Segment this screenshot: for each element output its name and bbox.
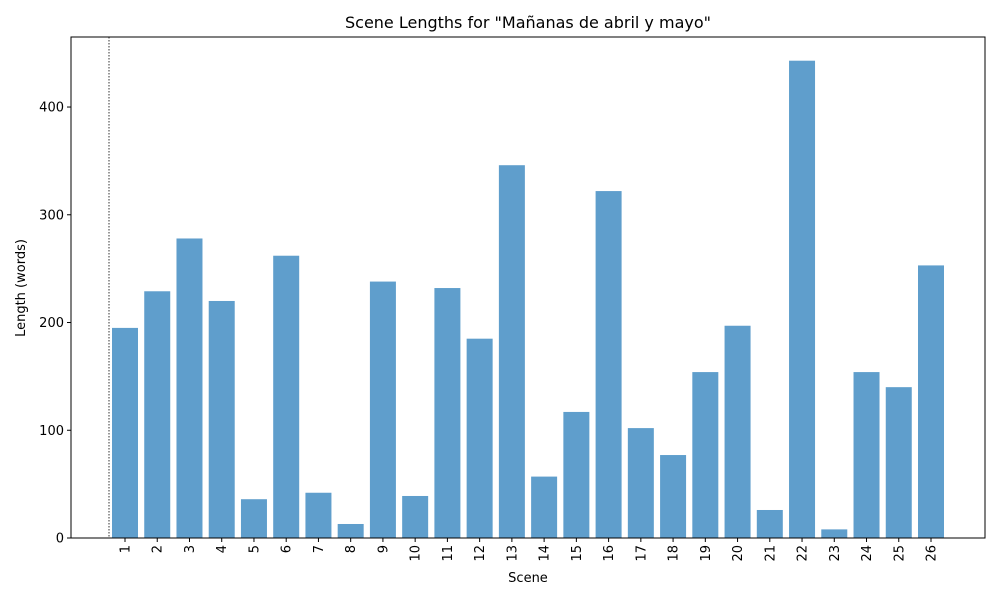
x-tick-label: 1 [119, 545, 134, 553]
x-tick-label: 6 [280, 545, 295, 553]
bar-scene-3 [176, 238, 203, 539]
y-tick-label: 200 [39, 316, 64, 331]
bar-scene-5 [240, 499, 267, 538]
bar-scene-8 [337, 523, 364, 538]
bar-scene-1 [112, 327, 138, 538]
bar-scene-4 [208, 300, 235, 538]
chart-title: Scene Lengths for "Mañanas de abril y ma… [345, 13, 711, 32]
x-tick-label: 17 [634, 545, 649, 562]
x-tick-label: 16 [602, 545, 617, 562]
bar-scene-6 [273, 255, 300, 538]
bar-scene-26 [918, 265, 944, 538]
x-tick-label: 19 [699, 545, 714, 562]
y-tick-label: 400 [39, 101, 64, 116]
x-tick-label: 18 [667, 545, 682, 562]
bar-scene-15 [563, 411, 590, 538]
x-tick-label: 3 [183, 545, 198, 553]
x-axis: 1 2 3 4 5 6 7 8 9 10 11 12 13 14 15 16 17 18 19 20 21 22 23 24 2… [119, 538, 940, 562]
bar-scene-20 [724, 325, 751, 538]
x-tick-label: 24 [860, 545, 875, 562]
y-axis-label: Length (words) [14, 239, 29, 337]
bar-scene-13 [498, 165, 525, 538]
bar-scene-11 [434, 288, 461, 538]
bar-scene-16 [595, 191, 622, 538]
y-tick-label: 100 [39, 424, 64, 439]
y-tick-label: 0 [56, 532, 64, 547]
bar-scene-10 [402, 495, 429, 538]
y-tick-label: 300 [39, 208, 64, 223]
bar-scene-23 [821, 529, 848, 538]
bar-scene-9 [369, 281, 396, 538]
x-tick-label: 14 [538, 545, 553, 562]
plot-area-frame [70, 36, 986, 539]
x-tick-label: 25 [892, 545, 907, 562]
bar-scene-24 [853, 372, 880, 538]
x-tick-label: 21 [763, 545, 778, 562]
bar-scene-14 [531, 476, 558, 538]
x-tick-label: 10 [409, 545, 424, 562]
x-tick-label: 9 [376, 545, 391, 553]
bar-scene-12 [466, 338, 493, 538]
bar-scene-17 [627, 428, 654, 538]
x-tick-label: 23 [828, 545, 843, 562]
bar-scene-21 [756, 509, 783, 538]
x-tick-label: 20 [731, 545, 746, 562]
x-tick-label: 8 [344, 545, 359, 553]
x-tick-label: 22 [796, 545, 811, 562]
bar-scene-7 [305, 492, 332, 538]
x-tick-label: 5 [247, 545, 262, 553]
bars-group [112, 60, 944, 539]
x-tick-label: 2 [151, 545, 166, 553]
bar-scene-25 [885, 387, 912, 538]
x-tick-label: 7 [312, 545, 327, 553]
x-tick-label: 12 [473, 545, 488, 562]
bar-scene-18 [660, 455, 687, 538]
x-tick-label: 26 [925, 545, 940, 562]
x-tick-label: 11 [441, 545, 456, 562]
x-axis-label: Scene [508, 571, 548, 586]
bar-scene-19 [692, 372, 719, 538]
x-tick-label: 4 [215, 545, 230, 553]
y-axis: 0 100 200 300 400 [39, 101, 71, 547]
bar-scene-2 [144, 291, 171, 538]
x-tick-label: 15 [570, 545, 585, 562]
x-tick-label: 13 [505, 545, 520, 562]
bar-scene-22 [789, 60, 816, 538]
